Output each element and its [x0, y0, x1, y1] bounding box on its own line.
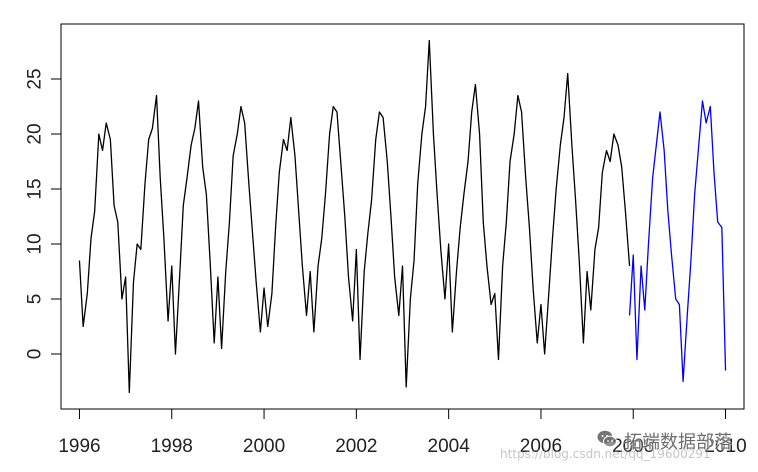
y-tick-label: 25 [25, 68, 46, 89]
x-axis: 1996 1998 2000 2002 2004 2006 2008 2010 [58, 408, 747, 457]
series-line-forecast [628, 100, 727, 383]
y-tick-label: 5 [25, 294, 46, 305]
wechat-logo-icon [597, 430, 617, 448]
y-axis: 0 5 10 15 20 25 [25, 68, 62, 360]
x-tick-label: 2006 [520, 436, 562, 457]
x-tick-label: 2004 [428, 436, 471, 457]
y-tick-label: 10 [25, 233, 46, 254]
plot-frame [60, 23, 745, 410]
x-tick-label: 1996 [58, 436, 100, 457]
watermark-url: https://blog.csdn.net/qq_19600291 [500, 447, 711, 461]
watermark-brand: 拓端数据部落 [624, 432, 732, 453]
x-tick-label: 2000 [243, 436, 285, 457]
y-tick-label: 0 [25, 349, 46, 360]
y-tick-label: 20 [25, 123, 46, 144]
series-line-observed [78, 39, 631, 394]
x-tick-label: 1998 [151, 436, 193, 457]
x-tick-label: 2008 [612, 436, 654, 457]
series-layer [78, 39, 727, 394]
y-tick-label: 15 [25, 178, 46, 199]
x-tick-label: 2010 [704, 436, 746, 457]
x-tick-label: 2002 [335, 436, 377, 457]
